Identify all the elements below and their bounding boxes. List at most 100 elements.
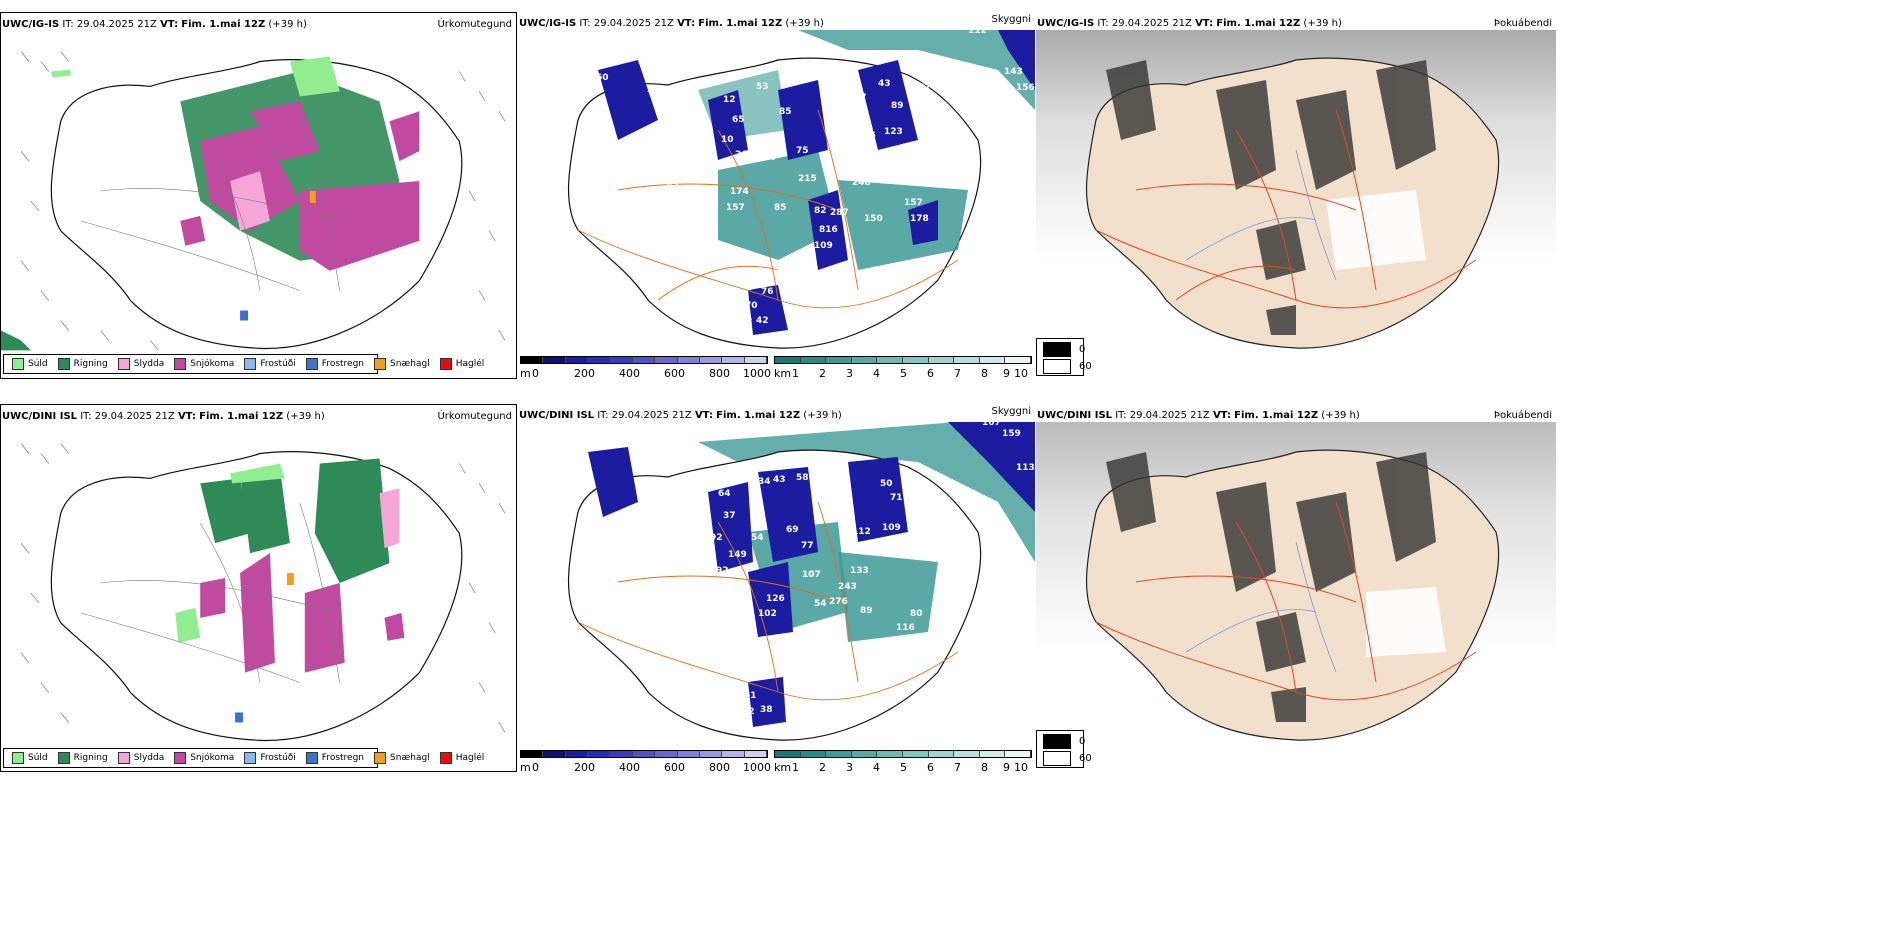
visibility-panel-bottom: UWC/DINI ISL IT: 29.04.2025 21Z VT: Fim.… <box>518 404 1035 772</box>
precip-type-panel-bottom: UWC/DINI ISL IT: 29.04.2025 21Z VT: Fim.… <box>0 404 517 772</box>
ceiling-label: 81 <box>728 595 741 605</box>
visibility-tick: 4 <box>873 367 880 379</box>
ceiling-label: 85 <box>779 107 792 117</box>
panel-title: UWC/IG-IS IT: 29.04.2025 21Z VT: Fim. 1.… <box>519 18 824 29</box>
ceiling-label: 287 <box>830 208 849 218</box>
ceiling-label: 123 <box>884 127 903 137</box>
legend-swatch <box>117 752 130 764</box>
ceiling-label: 89 <box>860 606 873 616</box>
precip-areas <box>1 56 420 351</box>
legend-swatch <box>244 752 257 764</box>
ceiling-label: 243 <box>838 582 857 592</box>
fog-legend-row: 60 <box>1043 359 1092 374</box>
ceiling-label: 34 <box>838 473 851 483</box>
legend-item: Snæhagl <box>374 358 430 370</box>
ceiling-label: 159 <box>1002 429 1021 439</box>
ceiling-label: 167 <box>982 422 1001 428</box>
visibility-tick: 4 <box>873 761 880 772</box>
ceiling-label: 65 <box>586 86 599 96</box>
ceiling-label: 149 <box>728 550 747 560</box>
legend-item: Haglél <box>439 752 484 764</box>
visibility-tick: 6 <box>927 367 934 379</box>
legend-swatch <box>305 358 318 370</box>
low-ceiling-areas <box>598 60 938 335</box>
ceiling-tick: 800 <box>709 761 730 772</box>
ceiling-label: 263 <box>735 150 754 160</box>
ceiling-label: 215 <box>798 174 817 184</box>
precip-type-panel-top: UWC/IG-IS IT: 29.04.2025 21Z VT: Fim. 1.… <box>0 12 517 379</box>
fog-legend-row: 60 <box>1043 751 1092 766</box>
ceiling-label: 65 <box>732 115 745 125</box>
ceiling-label: 28 <box>838 93 851 103</box>
panel-subtitle: Skyggni <box>991 406 1031 417</box>
panel-subtitle: Úrkomutegund <box>437 411 512 422</box>
ceiling-label: 110 <box>632 132 651 142</box>
ceiling-label: 78 <box>646 85 659 95</box>
ceiling-label: 54 <box>814 599 827 609</box>
ceiling-label: 107 <box>802 570 821 580</box>
ceiling-label: 56 <box>638 57 651 67</box>
ceiling-tick: 600 <box>664 761 685 772</box>
visibility-tick: 8 <box>981 761 988 772</box>
ceiling-label: 85 <box>818 623 831 633</box>
ceiling-label: 157 <box>726 203 745 213</box>
legend-swatch <box>174 358 187 370</box>
visibility-map: 76 82 59 114 69 64 34 43 58 34 42 50 71 … <box>567 422 1035 741</box>
ceiling-label: 559 <box>660 42 679 52</box>
ceiling-label: 60T <box>613 30 633 38</box>
ceiling-label: 83 <box>666 182 679 192</box>
ceiling-label: 269 <box>952 67 971 77</box>
ceiling-label: 58 <box>796 473 809 483</box>
roads <box>80 111 340 291</box>
ceiling-tick: 400 <box>619 367 640 379</box>
roads <box>1095 501 1477 701</box>
wind-barbs <box>20 443 506 733</box>
ceiling-label: 72 <box>698 633 711 643</box>
fog-dark-areas <box>1106 452 1436 722</box>
ceiling-label: 109 <box>814 241 833 251</box>
ceiling-label: 178 <box>910 214 929 224</box>
ceiling-label: 34 <box>758 477 771 487</box>
precip-map <box>20 443 506 741</box>
visibility-tick: 10 <box>1014 761 1028 772</box>
visibility-colorbar: km 1 2 3 4 5 6 7 8 9 10 <box>774 356 1032 379</box>
fog-index-map <box>1036 30 1556 349</box>
fog-dark-areas <box>1106 60 1436 335</box>
fog-legend-swatch <box>1043 751 1071 766</box>
legend-swatch <box>57 358 70 370</box>
ceiling-label: 80 <box>910 609 923 619</box>
legend-item: Frostregn <box>305 752 364 764</box>
ceiling-label: 112 <box>968 30 987 36</box>
ceiling-label: 42 <box>756 316 769 326</box>
ceiling-colorbar: m 0 200 400 600 800 1000 <box>520 356 771 379</box>
ceiling-labels: 60T 65 559 56 78 60 65 53 42 43 112 269 … <box>586 30 1035 327</box>
precip-areas <box>175 458 405 723</box>
low-ceiling-areas <box>588 447 908 727</box>
ceiling-tick: 0 <box>532 367 539 379</box>
ceiling-label: 10 <box>721 135 734 145</box>
ceiling-tick: 800 <box>709 367 730 379</box>
ceiling-label: 816 <box>819 225 838 235</box>
legend-swatch <box>12 358 24 370</box>
visibility-tick: 10 <box>1014 367 1028 379</box>
roads <box>577 501 959 701</box>
ceiling-label: 89 <box>891 101 904 111</box>
legend-item: Rigning <box>57 752 108 764</box>
ceiling-label: 116 <box>857 131 876 141</box>
visibility-panel-top: UWC/IG-IS IT: 29.04.2025 21Z VT: Fim. 1.… <box>518 12 1035 379</box>
legend-item: Súld <box>12 752 48 764</box>
ceiling-label: 43 <box>773 475 786 485</box>
ceiling-label: 69 <box>658 523 671 533</box>
ceiling-label: 77 <box>801 541 814 551</box>
fog-legend-row: 0 <box>1043 734 1085 749</box>
legend-swatch <box>305 752 318 764</box>
ceiling-label: 65 <box>620 50 633 60</box>
panel-subtitle: Þokuábendi <box>1493 410 1552 421</box>
legend-swatch <box>57 752 70 764</box>
ceiling-label: 97 <box>854 93 867 103</box>
ceiling-label: 107 <box>802 570 821 580</box>
legend-swatch <box>374 752 387 764</box>
ceiling-label: 174 <box>730 187 749 197</box>
visibility-tick: 6 <box>927 761 934 772</box>
legend-item: Frostúði <box>244 752 296 764</box>
